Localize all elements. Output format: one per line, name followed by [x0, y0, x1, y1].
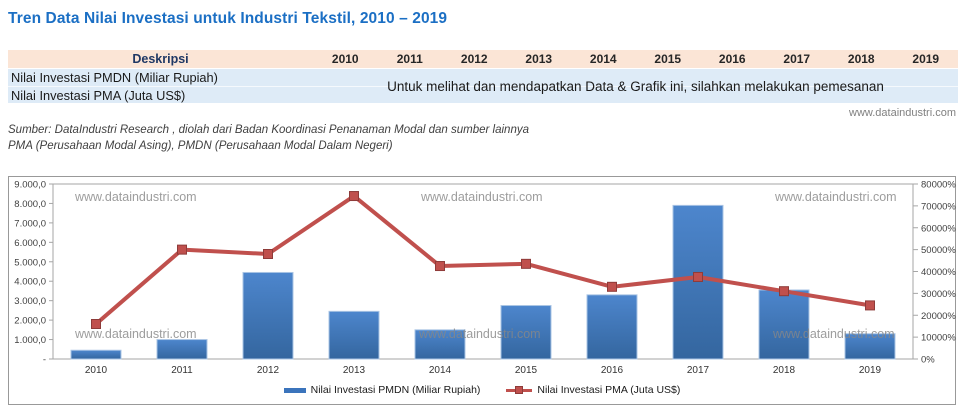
right-axis-label: 80000%	[921, 180, 956, 191]
x-axis-label-2015: 2015	[515, 365, 538, 376]
x-axis-label-2010: 2010	[85, 365, 108, 376]
right-axis-label: 10000%	[921, 333, 956, 344]
pmdn-bar-2019	[844, 333, 896, 360]
table-row-pma-label: Nilai Investasi PMA (Juta US$)	[8, 86, 958, 103]
right-axis-label: 20000%	[921, 311, 956, 322]
chart-canvas: - 1.000,0 2.000,0 3.000,0 4.000,0 5.000,0 6.00…	[14, 180, 956, 377]
right-axis-label: 40000%	[921, 267, 956, 278]
table-header-year: 2011	[396, 52, 423, 66]
left-axis-label: 6.000,0	[14, 238, 46, 249]
table-header-year: 2012	[460, 52, 488, 66]
source-note: Sumber: DataIndustri Research , diolah d…	[8, 122, 529, 154]
table-header-row: Deskripsi 2010 2011 2012 2013 2014 2015 …	[8, 50, 958, 68]
table-body: Nilai Investasi PMDN (Miliar Rupiah) Nil…	[8, 69, 958, 103]
pma-marker-2012	[263, 249, 273, 259]
table-header-description: Deskripsi	[132, 52, 189, 66]
x-axis-label-2014: 2014	[429, 365, 452, 376]
left-axis-label: 4.000,0	[14, 277, 46, 288]
source-line-2: PMA (Perusahaan Modal Asing), PMDN (Peru…	[8, 140, 393, 152]
website-url: www.dataindustri.com	[849, 107, 956, 119]
chart-container: - 1.000,0 2.000,0 3.000,0 4.000,0 5.000,0 6.00…	[8, 176, 956, 405]
left-axis-label: 1.000,0	[14, 335, 46, 346]
left-axis-label: 7.000,0	[14, 218, 46, 229]
pmdn-bar-2017	[672, 204, 724, 360]
right-axis-label: 30000%	[921, 289, 956, 300]
x-axis-label-2012: 2012	[257, 365, 280, 376]
table-header-year: 2013	[525, 52, 553, 66]
pma-marker-2019	[865, 300, 875, 311]
pma-line	[94, 194, 872, 326]
x-axis-label-2016: 2016	[601, 365, 624, 376]
right-axis-label: 70000%	[921, 201, 956, 212]
left-axis-label: 8.000,0	[14, 199, 46, 210]
left-axis-label: 3.000,0	[14, 296, 46, 307]
x-axis-label-2011: 2011	[171, 365, 193, 376]
left-axis-label: -	[43, 355, 46, 366]
pma-marker-2013	[349, 191, 359, 202]
pma-marker-2016	[607, 281, 617, 292]
locked-data-message: Untuk melihat dan mendapatkan Data & Gra…	[387, 78, 884, 94]
pma-marker-2015	[521, 258, 531, 269]
source-line-1: Sumber: DataIndustri Research , diolah d…	[8, 124, 529, 136]
right-axis-label: 60000%	[921, 223, 956, 234]
legend-item-pma: Nilai Investasi PMA (Juta US$)	[506, 384, 680, 396]
data-table: Deskripsi 2010 2011 2012 2013 2014 2015 …	[8, 50, 958, 103]
table-header-year: 2019	[912, 52, 940, 66]
x-axis-label-2017: 2017	[687, 365, 710, 376]
x-axis-label-2019: 2019	[859, 365, 882, 376]
right-axis-label: 50000%	[921, 245, 956, 256]
line-series-swatch-icon	[506, 385, 533, 395]
left-axis-label: 2.000,0	[14, 316, 46, 327]
pmdn-bar-2018	[758, 289, 810, 360]
table-header-year: 2014	[589, 52, 617, 66]
legend-label-pma: Nilai Investasi PMA (Juta US$)	[537, 384, 681, 396]
table-row-pmdn-label: Nilai Investasi PMDN (Miliar Rupiah)	[11, 70, 218, 85]
bar-series-swatch-icon	[283, 387, 306, 393]
x-axis-label-2018: 2018	[773, 365, 796, 376]
pma-marker-2017	[693, 271, 703, 282]
pmdn-bar-2016	[586, 294, 638, 360]
page-title: Tren Data Nilai Investasi untuk Industri…	[8, 10, 448, 27]
table-header-year: 2016	[718, 52, 746, 66]
pma-marker-2011	[177, 244, 187, 255]
table-header-year: 2015	[654, 52, 682, 66]
pmdn-bar-2014	[414, 329, 466, 360]
table-header-year: 2018	[847, 52, 875, 66]
x-axis-label-2013: 2013	[343, 365, 366, 376]
chart-legend: Nilai Investasi PMDN (Miliar Rupiah) Nil…	[9, 383, 955, 397]
pmdn-bar-2013	[328, 310, 380, 360]
left-axis-label: 5.000,0	[14, 257, 46, 268]
legend-label-pmdn: Nilai Investasi PMDN (Miliar Rupiah)	[310, 384, 481, 396]
left-axis-label: 9.000,0	[14, 180, 46, 191]
pmdn-bar-2012	[242, 271, 294, 360]
table-header-year: 2017	[783, 52, 811, 66]
pmdn-bar-2015	[500, 305, 552, 360]
right-axis-label: 0%	[921, 355, 935, 366]
pma-marker-2014	[435, 261, 445, 272]
pmdn-bar-2010	[70, 349, 122, 360]
legend-item-pmdn: Nilai Investasi PMDN (Miliar Rupiah)	[283, 384, 481, 396]
pmdn-bar-2011	[156, 339, 208, 360]
table-header-year: 2010	[331, 52, 359, 66]
pma-marker-2018	[779, 286, 789, 297]
pma-marker-2010	[91, 319, 101, 329]
